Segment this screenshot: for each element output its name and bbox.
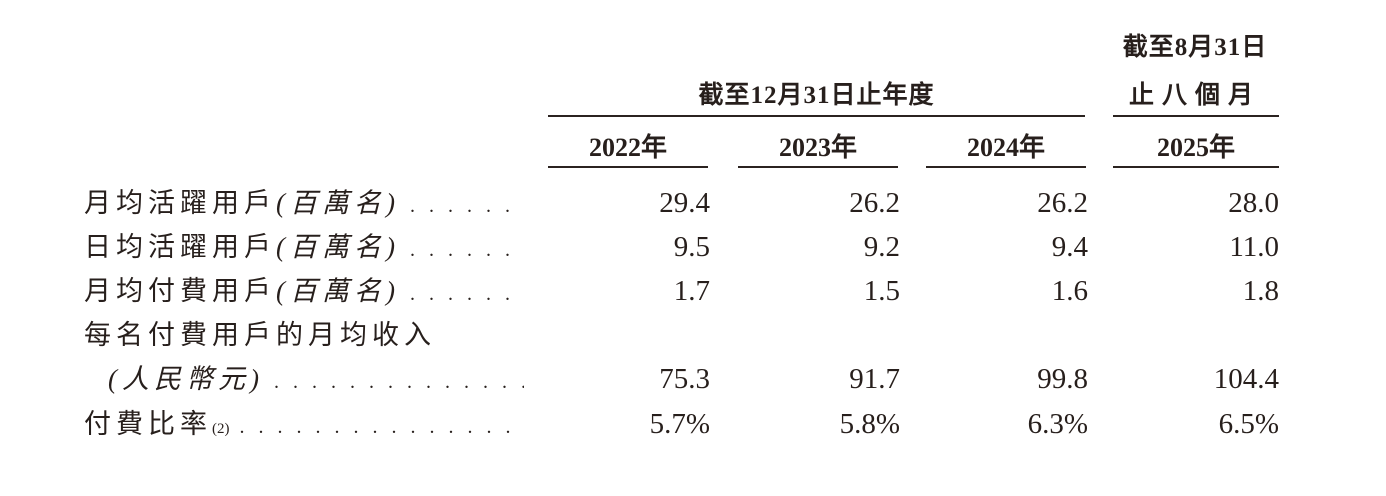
row-unit-text: (人民幣元) — [108, 364, 264, 394]
year-header-2025: 2025年 — [1156, 133, 1235, 162]
row-label-mau: 月均活躍用戶(百萬名).............................… — [84, 181, 524, 225]
row-label-paying-ratio: 付費比率(2).................................… — [84, 402, 524, 446]
year-rule-2023 — [738, 166, 898, 168]
row-label-text: 每名付費用戶的月均收入 — [84, 320, 436, 350]
year-header-2024: 2024年 — [966, 133, 1045, 162]
year-rule-2024 — [926, 166, 1086, 168]
row-label-text: 月均付費用戶 — [84, 276, 276, 306]
row-unit-text: (百萬名) — [276, 188, 400, 218]
row-label-dau: 日均活躍用戶(百萬名).............................… — [84, 225, 524, 269]
value-cell: 1.7 — [673, 275, 710, 307]
value-cell: 104.4 — [1213, 363, 1279, 395]
annual-group-rule — [548, 115, 1085, 117]
row-label-mpu: 月均付費用戶(百萬名).............................… — [84, 269, 524, 313]
dot-leader: ........................................ — [409, 195, 524, 217]
row-unit-text: (百萬名) — [276, 276, 400, 306]
value-cell: 29.4 — [659, 187, 710, 219]
value-cell: 26.2 — [1037, 187, 1088, 219]
dot-leader: ........................................ — [409, 283, 524, 305]
value-cell: 75.3 — [659, 363, 710, 395]
row-label-text: 付費比率 — [84, 409, 212, 439]
row-unit-text: (百萬名) — [276, 232, 400, 262]
year-rule-2025 — [1113, 166, 1279, 168]
value-cell: 5.7% — [649, 408, 710, 440]
dot-leader: ........................................ — [273, 371, 524, 393]
value-cell: 9.4 — [1051, 231, 1088, 263]
value-cell: 5.8% — [839, 408, 900, 440]
value-cell: 91.7 — [849, 363, 900, 395]
value-cell: 6.3% — [1027, 408, 1088, 440]
row-label-text: 月均活躍用戶 — [84, 188, 276, 218]
value-cell: 28.0 — [1228, 187, 1279, 219]
row-label-arppu-line1: 每名付費用戶的月均收入 — [84, 313, 524, 357]
value-cell: 1.8 — [1242, 275, 1279, 307]
value-cell: 1.6 — [1051, 275, 1088, 307]
year-rule-2022 — [548, 166, 708, 168]
value-cell: 9.5 — [673, 231, 710, 263]
value-cell: 6.5% — [1218, 408, 1279, 440]
row-label-arppu-line2: (人民幣元)..................................… — [108, 357, 524, 401]
value-cell: 9.2 — [863, 231, 900, 263]
interim-group-title-line1: 截至8月31日 — [1122, 34, 1268, 61]
value-cell: 99.8 — [1037, 363, 1088, 395]
year-header-2023: 2023年 — [778, 133, 857, 162]
value-cell: 11.0 — [1229, 231, 1279, 263]
row-label-text: 日均活躍用戶 — [84, 232, 276, 262]
year-header-2022: 2022年 — [588, 133, 667, 162]
interim-group-title-line2: 止八個月 — [1128, 82, 1261, 109]
value-cell: 26.2 — [849, 187, 900, 219]
dot-leader: ........................................ — [239, 416, 525, 438]
interim-group-rule — [1113, 115, 1279, 117]
dot-leader: ........................................ — [409, 239, 524, 261]
annual-group-title: 截至12月31日止年度 — [698, 82, 935, 109]
value-cell: 1.5 — [863, 275, 900, 307]
